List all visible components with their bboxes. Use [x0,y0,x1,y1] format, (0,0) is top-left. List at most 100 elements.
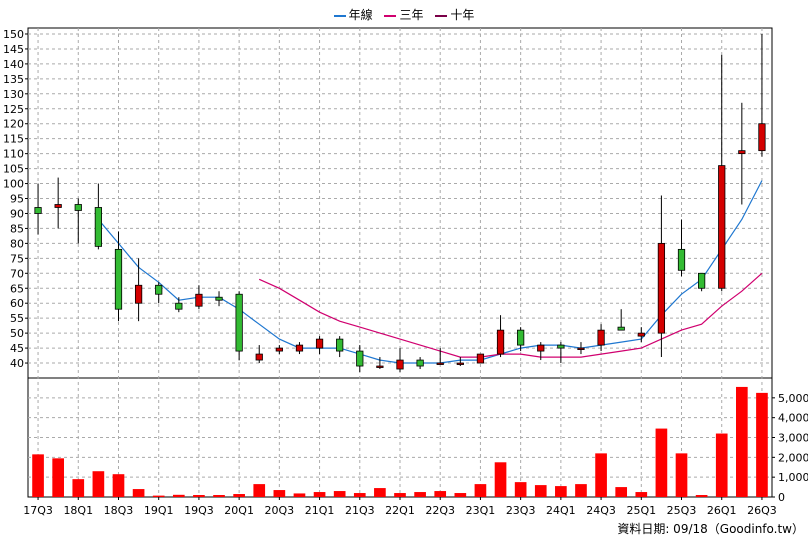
candle-body [416,359,424,367]
volume-bar [695,495,708,497]
volume-bar [333,491,346,497]
candle-body [376,365,384,368]
volume-bar [635,492,648,497]
ma-line-year [97,180,763,364]
candle-body [74,204,82,211]
candle-body [34,207,42,214]
time-tick-label: 20Q1 [224,504,254,517]
volume-bar [434,491,447,497]
volume-bar [233,494,245,497]
volume-bar [172,494,185,497]
price-tick-label: 45 [10,342,24,355]
volume-bar [675,453,688,497]
volume-bar [253,484,266,497]
volume-bar [32,454,44,497]
time-tick-label: 26Q3 [747,504,777,517]
price-tick-label: 150 [3,28,24,41]
time-tick-label: 24Q3 [586,504,616,517]
volume-bar [715,433,728,497]
candle-body [718,165,726,289]
candle-body [396,359,404,370]
volume-bar [394,493,406,497]
price-tick-label: 40 [10,357,24,370]
volume-bar [293,493,306,497]
legend-label-1: 年線 [348,8,373,22]
legend-item-3: 十年 [435,6,474,23]
candle-body [356,350,364,367]
volume-bar [353,493,366,497]
candle-body [597,329,605,346]
candle-body [114,248,123,310]
candle-body [255,353,263,361]
candle-body [295,344,304,352]
time-tick-label: 17Q3 [23,504,53,517]
candle-body [436,362,444,365]
time-tick-label: 25Q3 [667,504,697,517]
price-tick-label: 110 [3,148,24,161]
time-tick-label: 21Q1 [305,504,335,517]
price-tick-label: 80 [10,237,24,250]
candle-body [134,284,143,304]
price-tick-label: 75 [10,252,24,265]
price-tick-label: 50 [10,327,24,340]
candle-body [275,347,283,352]
volume-bar [534,485,547,497]
time-tick-label: 20Q3 [265,504,295,517]
legend-label-2: 三年 [399,8,424,22]
volume-bar [213,495,225,497]
volume-bar [454,493,467,497]
candle-body [235,293,243,352]
price-tick-label: 140 [3,58,24,71]
volume-bar [756,392,768,497]
candle-body [657,242,666,334]
price-tick-label: 145 [3,43,24,56]
time-tick-label: 26Q1 [707,504,737,517]
volume-bar [313,492,326,497]
candle-body [175,302,183,310]
candle-body [758,123,766,152]
volume-bar [52,458,64,497]
volume-bar [555,486,567,497]
legend-item-1: 年線 [333,6,373,23]
time-tick-label: 25Q1 [626,504,656,517]
time-tick-label: 22Q3 [425,504,455,517]
price-tick-label: 90 [10,207,24,220]
candle-body [698,272,706,289]
volume-bar [595,453,607,497]
legend-swatch-1 [333,14,346,17]
time-tick-label: 23Q1 [466,504,496,517]
candle-body [677,248,686,271]
volume-bar [514,482,527,497]
candle-body [537,344,545,352]
candle-body [476,353,485,364]
candle-body [637,332,645,337]
price-tick-label: 55 [10,312,24,325]
candle-body [517,329,525,346]
volume-bar [132,489,145,497]
time-tick-label: 18Q1 [63,504,93,517]
candle-body [315,338,324,349]
legend-swatch-3 [435,14,448,17]
candle-body [617,326,625,331]
volume-tick-label: 1,000 [778,471,808,484]
legend: 年線 三年 十年 [0,6,808,23]
ma-line-three-year [258,272,763,358]
price-tick-label: 60 [10,297,24,310]
candle-body [336,338,344,352]
price-tick-label: 65 [10,282,24,295]
candle-body [577,347,585,350]
volume-tick-label: 3,000 [778,432,808,445]
volume-bar [736,386,748,497]
price-tick-label: 105 [3,163,24,176]
candle-body [557,344,565,349]
volume-bar [72,479,85,497]
volume-bar [112,474,125,497]
candle-body [155,284,163,295]
price-tick-label: 125 [3,103,24,116]
candle-body [496,329,505,355]
volume-tick-label: 0 [778,491,785,504]
volume-tick-label: 5,000 [778,392,808,405]
volume-bar [474,484,487,497]
legend-swatch-2 [384,14,397,17]
price-tick-label: 135 [3,73,24,86]
